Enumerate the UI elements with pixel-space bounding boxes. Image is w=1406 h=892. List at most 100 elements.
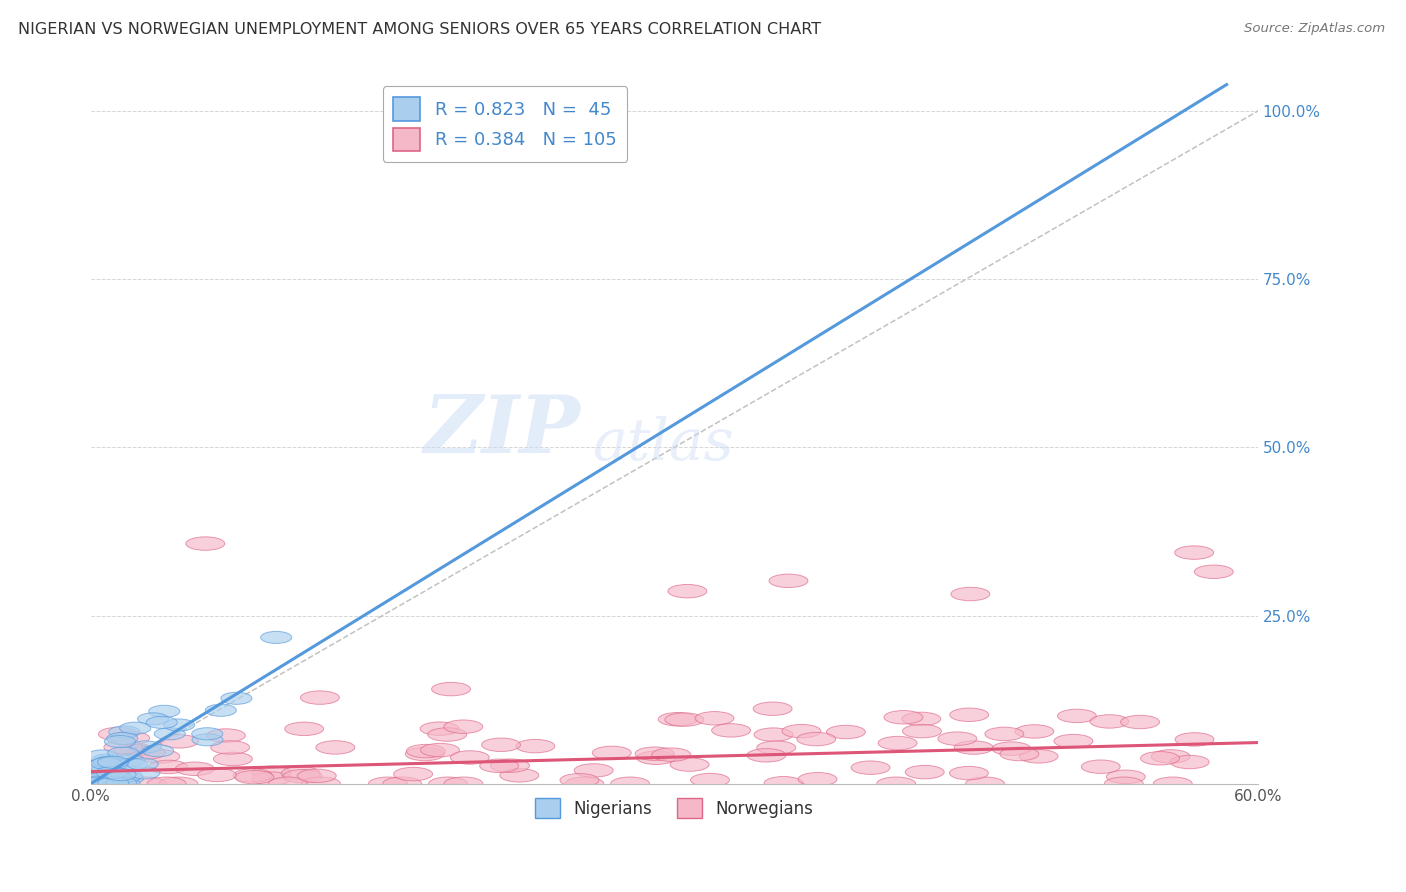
Ellipse shape xyxy=(763,777,803,790)
Ellipse shape xyxy=(671,758,709,772)
Ellipse shape xyxy=(574,764,613,777)
Ellipse shape xyxy=(799,772,837,786)
Ellipse shape xyxy=(382,777,422,790)
Ellipse shape xyxy=(82,777,112,789)
Ellipse shape xyxy=(104,762,135,773)
Ellipse shape xyxy=(191,728,222,739)
Ellipse shape xyxy=(79,764,110,776)
Ellipse shape xyxy=(450,751,489,764)
Ellipse shape xyxy=(105,769,136,780)
Ellipse shape xyxy=(260,632,292,643)
Ellipse shape xyxy=(491,759,530,772)
Ellipse shape xyxy=(429,777,467,790)
Ellipse shape xyxy=(950,587,990,600)
Text: NIGERIAN VS NORWEGIAN UNEMPLOYMENT AMONG SENIORS OVER 65 YEARS CORRELATION CHART: NIGERIAN VS NORWEGIAN UNEMPLOYMENT AMONG… xyxy=(18,22,821,37)
Ellipse shape xyxy=(560,773,599,787)
Ellipse shape xyxy=(79,773,110,785)
Ellipse shape xyxy=(368,777,408,790)
Ellipse shape xyxy=(284,723,323,736)
Ellipse shape xyxy=(108,747,139,759)
Ellipse shape xyxy=(186,537,225,550)
Ellipse shape xyxy=(394,767,433,780)
Ellipse shape xyxy=(610,777,650,790)
Ellipse shape xyxy=(176,762,214,775)
Ellipse shape xyxy=(427,728,467,741)
Ellipse shape xyxy=(955,741,993,755)
Ellipse shape xyxy=(665,713,704,726)
Ellipse shape xyxy=(98,727,138,740)
Legend: Nigerians, Norwegians: Nigerians, Norwegians xyxy=(529,791,820,825)
Ellipse shape xyxy=(482,738,520,752)
Ellipse shape xyxy=(193,734,224,746)
Ellipse shape xyxy=(1104,777,1143,790)
Ellipse shape xyxy=(221,692,252,705)
Ellipse shape xyxy=(756,741,796,755)
Ellipse shape xyxy=(950,708,988,722)
Ellipse shape xyxy=(1081,760,1121,773)
Ellipse shape xyxy=(1152,749,1189,763)
Ellipse shape xyxy=(827,725,865,739)
Ellipse shape xyxy=(129,767,160,779)
Ellipse shape xyxy=(77,777,108,789)
Ellipse shape xyxy=(128,777,167,790)
Ellipse shape xyxy=(668,584,707,598)
Ellipse shape xyxy=(636,747,673,760)
Ellipse shape xyxy=(754,702,792,715)
Ellipse shape xyxy=(103,769,134,781)
Ellipse shape xyxy=(96,766,128,779)
Ellipse shape xyxy=(197,768,236,781)
Ellipse shape xyxy=(444,777,482,790)
Ellipse shape xyxy=(104,736,135,747)
Ellipse shape xyxy=(984,727,1024,740)
Ellipse shape xyxy=(1174,546,1213,559)
Ellipse shape xyxy=(93,756,125,768)
Ellipse shape xyxy=(1000,747,1039,761)
Ellipse shape xyxy=(301,691,339,705)
Ellipse shape xyxy=(82,773,121,787)
Ellipse shape xyxy=(297,769,336,782)
Ellipse shape xyxy=(1175,732,1213,746)
Ellipse shape xyxy=(90,764,121,777)
Ellipse shape xyxy=(1057,709,1097,723)
Ellipse shape xyxy=(690,773,730,787)
Ellipse shape xyxy=(1019,749,1059,763)
Ellipse shape xyxy=(163,719,194,731)
Ellipse shape xyxy=(406,744,446,758)
Ellipse shape xyxy=(1090,714,1129,728)
Ellipse shape xyxy=(127,746,166,759)
Ellipse shape xyxy=(432,682,471,696)
Ellipse shape xyxy=(87,777,120,789)
Ellipse shape xyxy=(1170,756,1209,769)
Ellipse shape xyxy=(97,777,129,789)
Ellipse shape xyxy=(851,761,890,774)
Ellipse shape xyxy=(711,723,751,737)
Ellipse shape xyxy=(112,772,143,784)
Ellipse shape xyxy=(211,740,250,754)
Ellipse shape xyxy=(120,723,150,734)
Ellipse shape xyxy=(966,777,1004,790)
Ellipse shape xyxy=(114,755,145,767)
Ellipse shape xyxy=(444,720,482,733)
Ellipse shape xyxy=(695,712,734,725)
Ellipse shape xyxy=(1140,752,1180,765)
Ellipse shape xyxy=(91,754,122,766)
Ellipse shape xyxy=(149,760,188,773)
Ellipse shape xyxy=(501,769,538,782)
Ellipse shape xyxy=(205,704,236,716)
Ellipse shape xyxy=(879,737,917,750)
Ellipse shape xyxy=(159,777,198,790)
Ellipse shape xyxy=(79,777,110,789)
Text: Source: ZipAtlas.com: Source: ZipAtlas.com xyxy=(1244,22,1385,36)
Ellipse shape xyxy=(479,759,519,772)
Ellipse shape xyxy=(1121,715,1160,729)
Ellipse shape xyxy=(252,772,291,785)
Ellipse shape xyxy=(114,743,153,756)
Text: atlas: atlas xyxy=(592,417,734,473)
Ellipse shape xyxy=(938,732,977,746)
Ellipse shape xyxy=(207,729,246,742)
Ellipse shape xyxy=(142,745,174,756)
Ellipse shape xyxy=(1015,724,1054,739)
Ellipse shape xyxy=(97,756,129,768)
Ellipse shape xyxy=(565,777,603,790)
Ellipse shape xyxy=(104,740,143,754)
